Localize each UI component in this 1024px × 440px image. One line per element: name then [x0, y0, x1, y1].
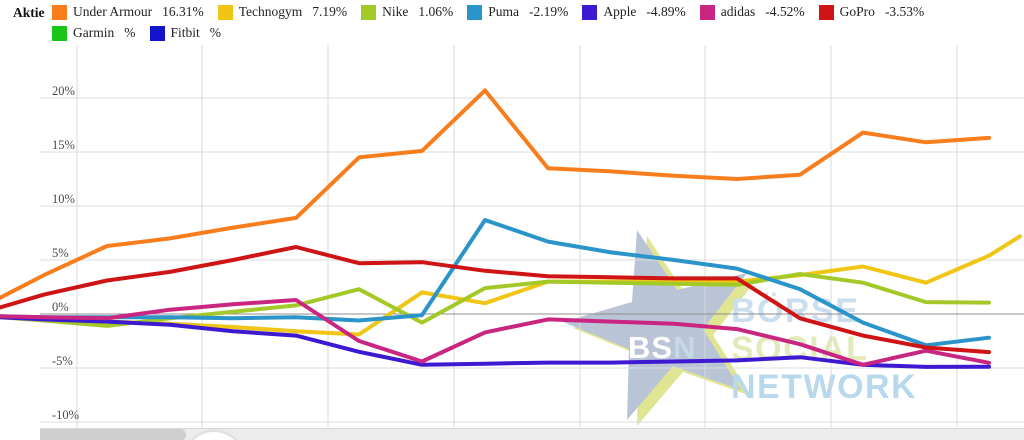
- legend-label: Nike: [382, 4, 409, 19]
- y-axis-tick-label: 10%: [52, 192, 75, 206]
- series-line-adidas: [0, 298, 991, 367]
- legend-swatch: [149, 25, 165, 41]
- legend-swatch: [52, 4, 67, 20]
- legend-label: Puma: [488, 4, 520, 19]
- legend-title: Aktie: [13, 5, 45, 20]
- horizontal-scrollbar-track[interactable]: [40, 428, 1024, 440]
- y-axis-tick-label: 20%: [52, 84, 75, 98]
- legend-value: 7.19%: [312, 4, 348, 19]
- legend-swatch: [361, 4, 377, 20]
- y-axis-tick-label: -10%: [52, 408, 79, 422]
- watermark-line-boerse: BÖRSE: [731, 292, 860, 330]
- watermark-bsn-text: BSN: [628, 330, 697, 365]
- legend-item-fitbit[interactable]: Fitbit%: [149, 25, 222, 41]
- legend-swatch: [52, 25, 67, 41]
- y-axis-tick-label: 15%: [52, 138, 75, 152]
- y-axis-tick-label: 5%: [52, 246, 69, 260]
- legend-value: -4.52%: [765, 4, 805, 19]
- legend-item-under-armour[interactable]: Under Armour 16.31%: [52, 4, 204, 20]
- scrollbar-selected-range[interactable]: [40, 429, 186, 440]
- legend-label: adidas: [720, 4, 756, 19]
- legend-value: -2.19%: [529, 4, 569, 19]
- series-line-under-armour: [0, 88, 991, 300]
- legend-value: %: [209, 25, 222, 40]
- legend-value: -3.53%: [884, 4, 925, 19]
- legend-item-apple[interactable]: Apple -4.89%: [582, 4, 686, 20]
- legend-items: Under Armour 16.31% Technogym 7.19% Nike 1.06…: [52, 4, 1017, 41]
- legend-swatch: [217, 4, 233, 20]
- y-axis-tick-label: 0%: [52, 300, 69, 314]
- legend-label: Fitbit: [170, 25, 200, 40]
- legend-item-technogym[interactable]: Technogym 7.19%: [217, 4, 348, 20]
- legend-value: 1.06%: [418, 4, 454, 19]
- legend-value: -4.89%: [646, 4, 686, 19]
- series-line-puma: [0, 218, 991, 348]
- legend-swatch: [699, 4, 715, 20]
- series-line-apple: [0, 315, 991, 369]
- chart-legend: Aktie Under Armour 16.31% Technogym 7.19% Ni…: [0, 0, 1024, 41]
- scrollbar-drag-handle[interactable]: [184, 431, 244, 440]
- legend-value: 16.31%: [162, 4, 204, 19]
- legend-label: GoPro: [839, 4, 875, 19]
- legend-swatch: [582, 4, 598, 20]
- series-line-gopro: [0, 245, 991, 355]
- legend-swatch: [467, 4, 483, 20]
- legend-item-nike[interactable]: Nike 1.06%: [361, 4, 453, 20]
- watermark-line-network: NETWORK: [731, 368, 918, 406]
- legend-item-adidas[interactable]: adidas -4.52%: [699, 4, 805, 20]
- legend-swatch: [818, 4, 834, 20]
- legend-label: Apple: [603, 4, 637, 19]
- y-axis-tick-label: -5%: [52, 354, 73, 368]
- legend-label: Garmin: [73, 25, 115, 40]
- legend-item-garmin[interactable]: Garmin%: [52, 25, 136, 41]
- legend-value: %: [124, 25, 136, 40]
- legend-label: Technogym: [238, 4, 303, 19]
- series-line-nike: [0, 272, 991, 328]
- watermark-network-text: BÖRSE SOCIAL NETWORK: [731, 292, 917, 406]
- legend-item-gopro[interactable]: GoPro -3.53%: [818, 4, 925, 20]
- legend-item-puma[interactable]: Puma -2.19%: [467, 4, 568, 20]
- legend-label: Under Armour: [73, 4, 153, 19]
